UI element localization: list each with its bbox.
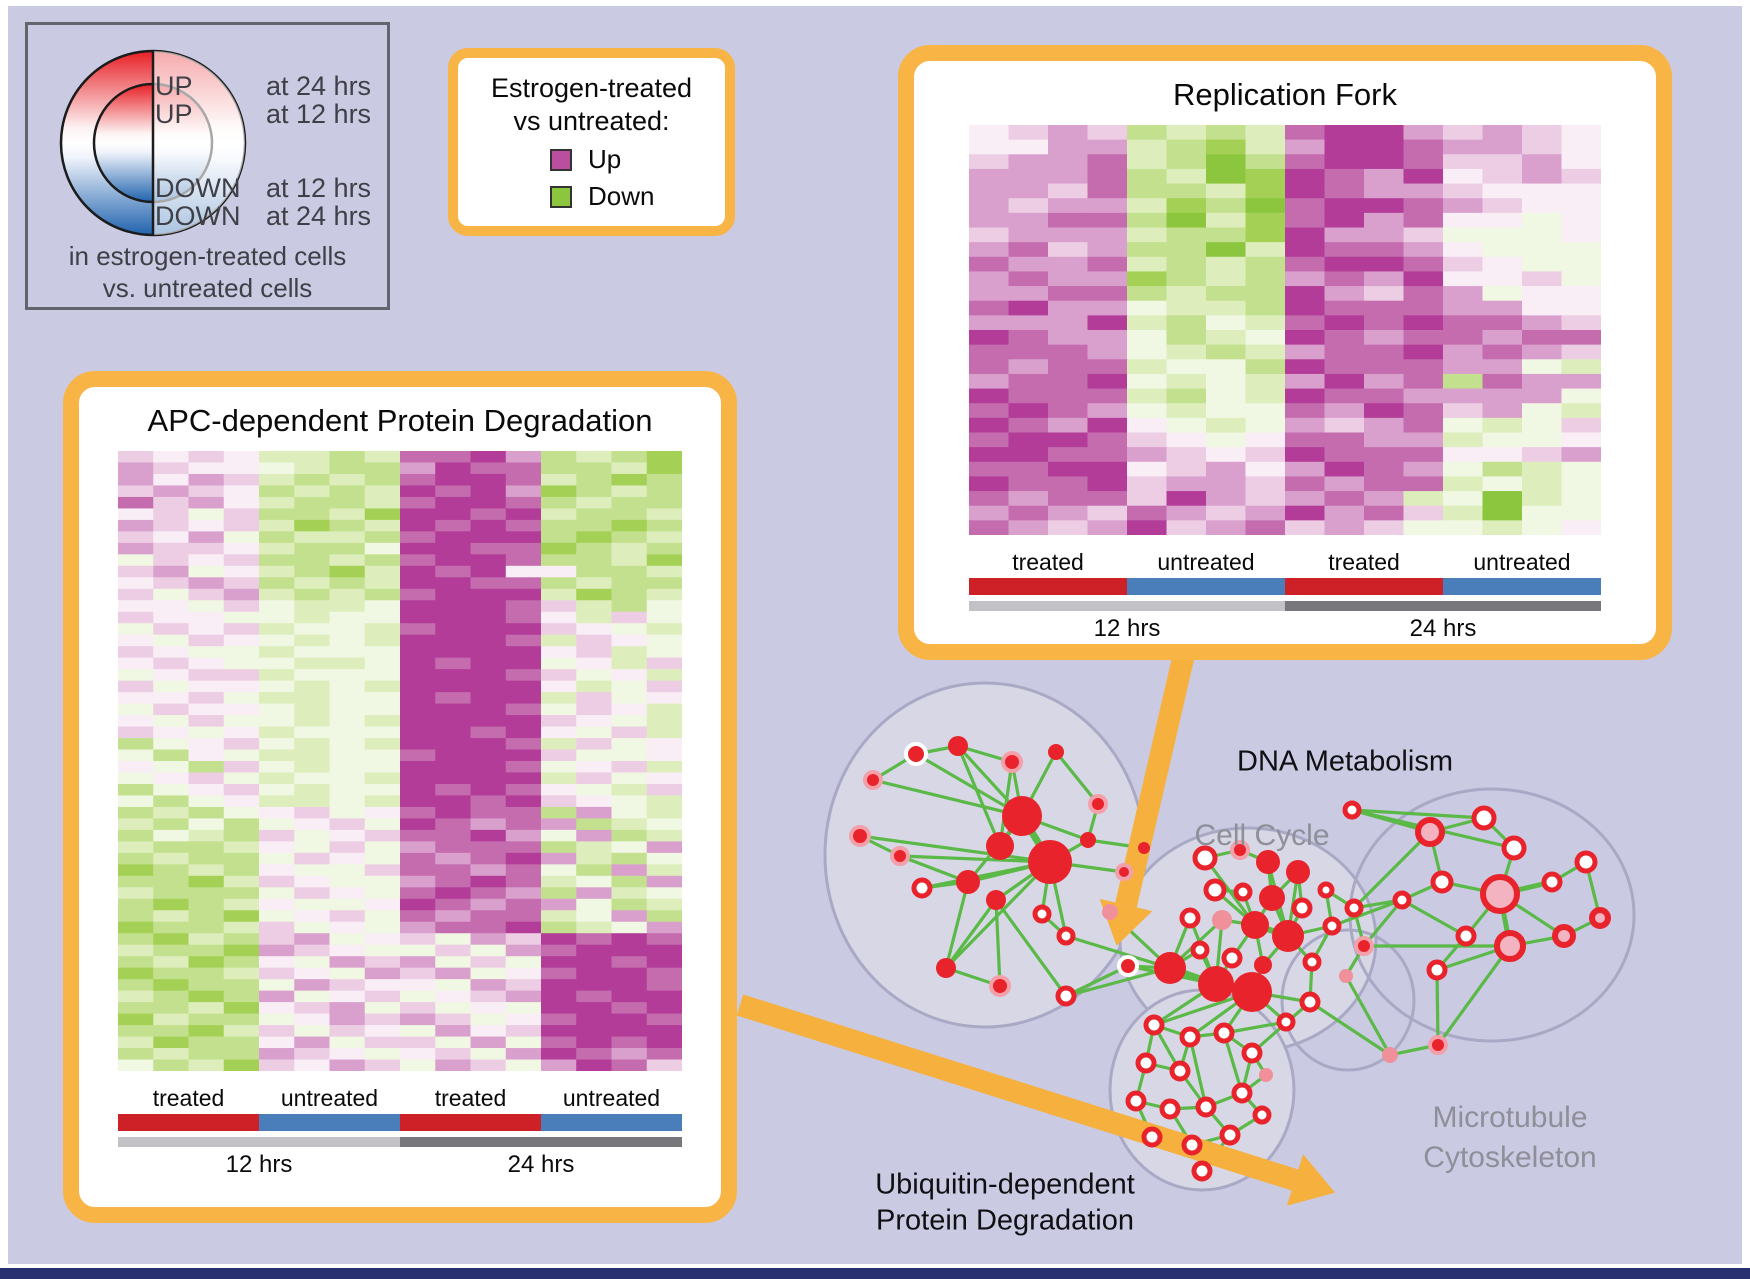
updown-ring-graphic — [59, 49, 247, 237]
at-24b-label: at 24 hrs — [266, 201, 372, 231]
down-24-label: DOWN — [155, 201, 241, 231]
rf-time-labels: 12 hrs 24 hrs — [969, 615, 1601, 643]
rf-24hrs-label: 24 hrs — [1409, 615, 1477, 642]
untreated-bar — [1127, 578, 1285, 595]
up-12-label: UP — [155, 99, 193, 129]
treated-bar — [118, 1114, 259, 1131]
ubiquitin-label-line1: Ubiquitin-dependent — [875, 1168, 1135, 1201]
at-24-label: at 24 hrs — [266, 71, 372, 101]
replication-fork-panel: Replication Fork treated untreated treat… — [898, 45, 1672, 660]
down-label: Down — [588, 181, 655, 211]
apc-time-bars — [118, 1137, 682, 1147]
apc-24hrs-label: 24 hrs — [507, 1151, 575, 1178]
microtubule-label-line2: Cytoskeleton — [1423, 1141, 1597, 1174]
apc-panel-title: APC-dependent Protein Degradation — [147, 403, 653, 438]
down-color-swatch — [550, 185, 572, 208]
dna-metabolism-label: DNA Metabolism — [1237, 745, 1453, 778]
rf-group-treated-12: treated — [1012, 549, 1084, 575]
apc-group-treated-24: treated — [434, 1085, 507, 1111]
key-item-up: Up — [550, 144, 725, 175]
treated-bar — [969, 578, 1127, 595]
rf-group-labels: treated untreated treated untreated — [969, 549, 1601, 576]
at-12-label: at 12 hrs — [266, 99, 372, 129]
apc-group-untreated-24: untreated — [562, 1085, 661, 1111]
rf-condition-bars — [969, 578, 1601, 595]
rf-group-treated-24: treated — [1328, 549, 1400, 575]
apc-group-untreated-12: untreated — [280, 1085, 379, 1111]
bar-24hrs — [400, 1137, 682, 1147]
bar-12hrs — [969, 601, 1285, 611]
legend-caption-line2: vs. untreated cells — [102, 273, 313, 303]
legend-caption-line1: in estrogen-treated cells — [68, 241, 347, 271]
untreated-bar — [259, 1114, 400, 1131]
bar-12hrs — [118, 1137, 400, 1147]
apc-time-labels: 12 hrs 24 hrs — [118, 1151, 682, 1179]
rf-panel-title: Replication Fork — [1173, 77, 1397, 112]
apc-group-labels: treated untreated treated untreated — [118, 1085, 682, 1112]
cell-cycle-label: Cell Cycle — [1194, 819, 1330, 852]
up-label: Up — [588, 144, 622, 174]
apc-heatmap — [118, 451, 682, 1071]
updown-ring-legend: UP at 24 hrs UP at 12 hrs DOWN at 12 hrs… — [25, 22, 390, 310]
apc-group-treated-12: treated — [152, 1085, 225, 1111]
ubiquitin-label-line2: Protein Degradation — [876, 1204, 1134, 1237]
untreated-bar — [541, 1114, 682, 1131]
at-12b-label: at 12 hrs — [266, 173, 372, 203]
apc-condition-bars — [118, 1114, 682, 1131]
treated-bar — [1285, 578, 1443, 595]
up-24-label: UP — [155, 71, 193, 101]
rf-time-bars — [969, 601, 1601, 611]
color-key-box: Estrogen-treated vs untreated: Up Down — [448, 48, 735, 236]
bar-24hrs — [1285, 601, 1601, 611]
apc-12hrs-label: 12 hrs — [225, 1151, 293, 1178]
down-12-label: DOWN — [155, 173, 241, 203]
key-item-down: Down — [550, 181, 725, 212]
bottom-border-bar — [0, 1268, 1750, 1279]
rf-group-untreated-24: untreated — [1473, 549, 1571, 575]
color-key-title-line1: Estrogen-treated — [490, 73, 693, 103]
rf-12hrs-label: 12 hrs — [1093, 615, 1161, 642]
up-color-swatch — [550, 148, 572, 171]
rf-heatmap — [969, 125, 1601, 535]
faded-right-half — [153, 51, 245, 235]
apc-panel: APC-dependent Protein Degradation treate… — [63, 371, 737, 1223]
untreated-bar — [1443, 578, 1601, 595]
treated-bar — [400, 1114, 541, 1131]
color-key-title-line2: vs untreated: — [513, 106, 670, 136]
rf-group-untreated-12: untreated — [1157, 549, 1255, 575]
microtubule-label-line1: Microtubule — [1432, 1101, 1588, 1134]
